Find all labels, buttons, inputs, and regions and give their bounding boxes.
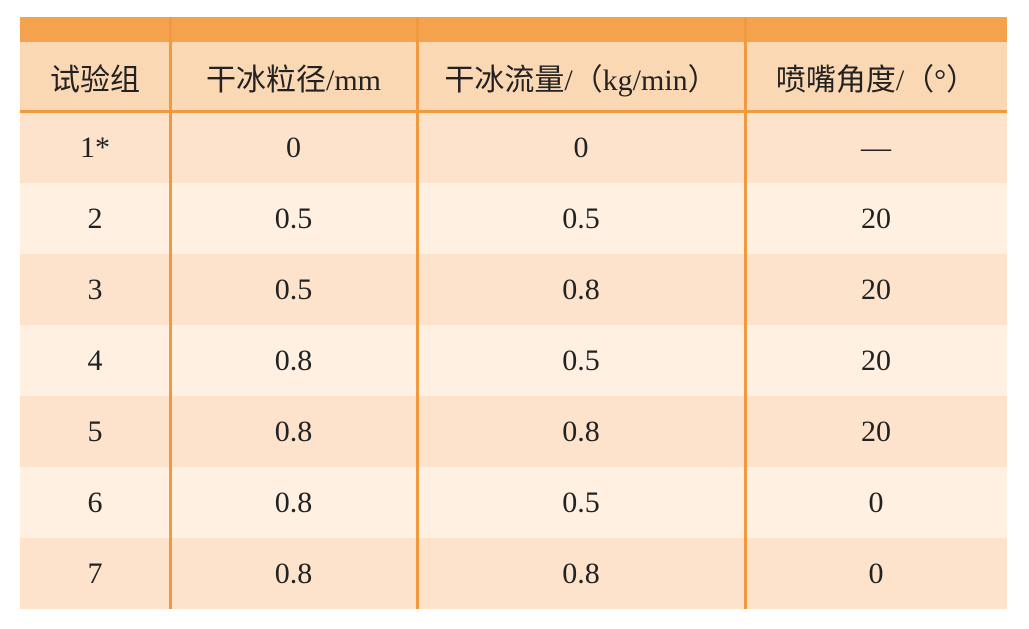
table-cell: 0.8 [170, 396, 417, 467]
table-cell: 0.5 [417, 325, 745, 396]
table-cell: 0.8 [417, 396, 745, 467]
table-cell: 0.8 [417, 538, 745, 609]
table-cell: 20 [745, 183, 1007, 254]
table-cell: 0 [417, 112, 745, 183]
header-border [20, 110, 1007, 113]
table-cell: 1* [20, 112, 170, 183]
top-strip [20, 17, 1007, 42]
table-cell: 0.8 [170, 325, 417, 396]
column-divider [744, 17, 747, 609]
table-cell: 2 [20, 183, 170, 254]
table-cell: 3 [20, 254, 170, 325]
table-cell: 0.8 [170, 467, 417, 538]
header-cell: 试验组 [20, 42, 170, 112]
table-cell: 20 [745, 396, 1007, 467]
header-cell: 干冰粒径/mm [170, 42, 417, 112]
table-cell: 7 [20, 538, 170, 609]
table-cell: 4 [20, 325, 170, 396]
table-cell: 0.8 [417, 254, 745, 325]
header-cell: 喷嘴角度/（°） [745, 42, 1007, 112]
table-cell: 20 [745, 254, 1007, 325]
table-cell: 0 [745, 538, 1007, 609]
column-divider [416, 17, 419, 609]
table-cell: 0 [170, 112, 417, 183]
table-cell: 0.5 [170, 183, 417, 254]
table-cell: 20 [745, 325, 1007, 396]
table-cell: 0.5 [417, 183, 745, 254]
header-cell: 干冰流量/（kg/min） [417, 42, 745, 112]
table-cell: 0.5 [417, 467, 745, 538]
table-cell: 0 [745, 467, 1007, 538]
table-cell: 6 [20, 467, 170, 538]
table-cell: — [745, 112, 1007, 183]
table-cell: 5 [20, 396, 170, 467]
table-cell: 0.5 [170, 254, 417, 325]
table-cell: 0.8 [170, 538, 417, 609]
column-divider [169, 17, 172, 609]
